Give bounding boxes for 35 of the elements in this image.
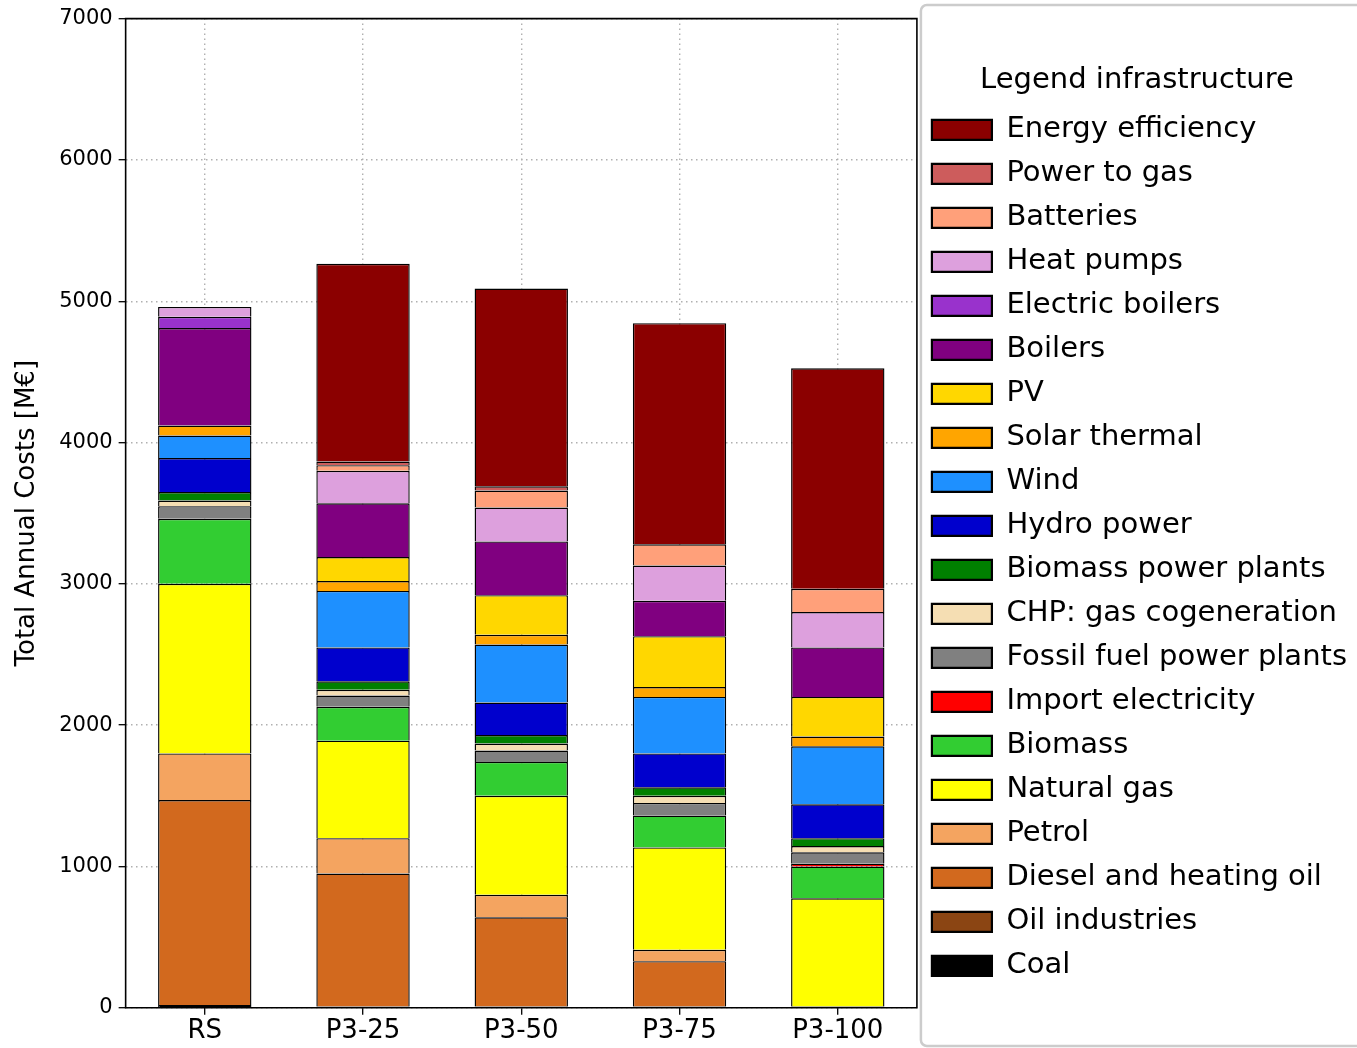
legend-label: Energy efficiency	[1006, 110, 1257, 145]
legend-label: Batteries	[1006, 198, 1138, 233]
x-tick-label: P3-25	[325, 1014, 401, 1045]
y-axis-title: Total Annual Costs [M€]	[10, 359, 41, 668]
legend-label: Heat pumps	[1006, 242, 1183, 277]
legend-label: Import electricity	[1006, 682, 1256, 717]
y-tick-label: 1000	[59, 852, 113, 877]
legend-label: Biomass	[1006, 726, 1129, 761]
legend-label: Hydro power	[1006, 506, 1192, 541]
y-tick-label: 3000	[59, 570, 113, 595]
x-tick-label: P3-50	[483, 1014, 559, 1045]
legend-label: Electric boilers	[1006, 286, 1221, 321]
y-tick-label: 6000	[59, 146, 113, 171]
legend-title: Legend infrastructure	[980, 60, 1294, 95]
y-tick-label: 5000	[59, 287, 113, 312]
x-tick-label: P3-75	[642, 1014, 717, 1045]
legend-label: PV	[1006, 374, 1044, 409]
legend-label: Natural gas	[1006, 770, 1174, 805]
legend-label: Wind	[1006, 462, 1080, 497]
legend-label: Biomass power plants	[1006, 550, 1326, 585]
legend-label: CHP: gas cogeneration	[1006, 594, 1337, 629]
legend-label: Petrol	[1006, 814, 1090, 849]
y-tick-label: 7000	[59, 5, 113, 30]
legend-label: Solar thermal	[1006, 418, 1203, 453]
x-tick-label: P3-100	[792, 1014, 884, 1045]
legend-label: Power to gas	[1006, 154, 1193, 189]
legend-label: Diesel and heating oil	[1006, 858, 1322, 893]
legend-label: Fossil fuel power plants	[1006, 638, 1348, 673]
x-tick-label: RS	[187, 1014, 223, 1045]
y-tick-label: 2000	[59, 711, 113, 736]
legend-label: Boilers	[1006, 330, 1106, 365]
legend-label: Coal	[1006, 946, 1071, 981]
y-tick-label: 0	[99, 994, 113, 1019]
legend-label: Oil industries	[1006, 902, 1198, 937]
y-tick-label: 4000	[59, 429, 113, 453]
